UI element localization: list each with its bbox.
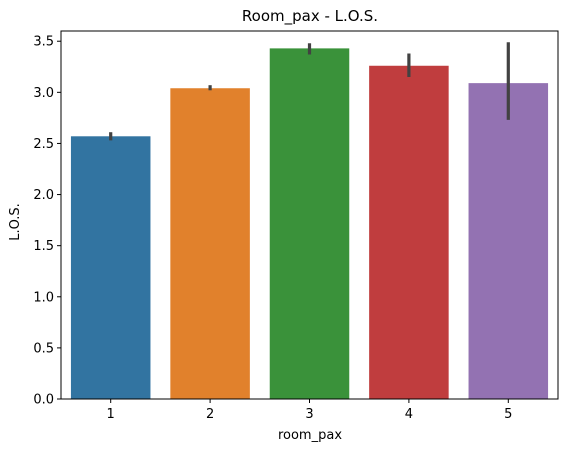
- bar-2: [170, 88, 250, 400]
- y-tick-label: 0.5: [33, 341, 54, 356]
- x-tick-label-1: 1: [107, 407, 115, 422]
- y-tick-label: 0.0: [33, 393, 54, 408]
- x-axis-label: room_pax: [278, 428, 342, 443]
- x-tick-label-4: 4: [405, 407, 413, 422]
- bar-4: [369, 65, 449, 399]
- y-tick-label: 2.5: [33, 137, 54, 152]
- y-tick-label: 2.0: [33, 188, 54, 203]
- bar-1: [70, 136, 151, 400]
- bar-5: [468, 83, 549, 399]
- x-tick-label-3: 3: [305, 407, 313, 422]
- chart-title: Room_pax - L.O.S.: [242, 7, 378, 26]
- y-axis-label: L.O.S.: [8, 203, 23, 241]
- y-tick-label: 3.5: [33, 35, 54, 50]
- x-tick-label-5: 5: [504, 407, 512, 422]
- y-tick-label: 1.0: [33, 290, 54, 305]
- x-tick-label-2: 2: [206, 407, 214, 422]
- y-tick-label: 3.0: [33, 86, 54, 101]
- y-tick-label: 1.5: [33, 239, 54, 254]
- bar-3: [269, 48, 350, 399]
- plot-area: 0.0 0.5 1.0 1.5 2.0 2.5 3.0 3.5 1 2 3 4 5: [33, 30, 559, 422]
